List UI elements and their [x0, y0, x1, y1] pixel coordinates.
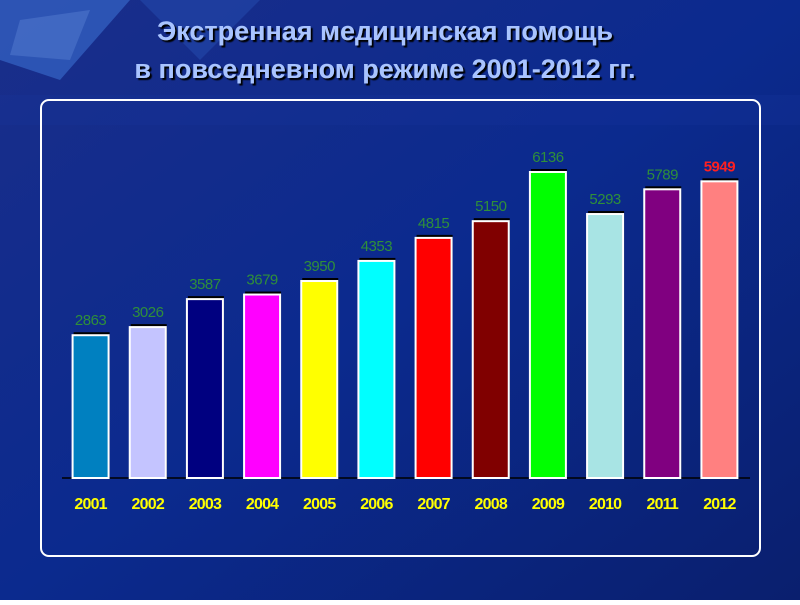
bar — [357, 259, 396, 479]
value-label: 3587 — [189, 276, 221, 293]
bar — [700, 180, 739, 479]
chart-title: Экстренная медицинская помощь — [157, 16, 613, 46]
bar — [528, 171, 567, 479]
value-label: 2863 — [75, 312, 107, 329]
value-label: 5949 — [704, 158, 736, 175]
x-tick-label: 2012 — [703, 496, 736, 513]
x-tick-label: 2009 — [532, 496, 565, 513]
x-tick-label: 2002 — [132, 496, 165, 513]
value-label: 3950 — [304, 258, 336, 275]
bar — [643, 188, 682, 480]
x-tick-label: 2005 — [303, 496, 336, 513]
value-label: 5293 — [589, 191, 621, 208]
x-tick-label: 2007 — [417, 496, 450, 513]
value-label: 3026 — [132, 304, 164, 321]
bar — [414, 236, 453, 479]
value-label: 4353 — [361, 238, 393, 255]
bar — [128, 326, 167, 479]
bar — [471, 220, 510, 479]
chart-frame — [40, 99, 761, 557]
value-label: 5150 — [475, 198, 507, 215]
x-tick-label: 2011 — [646, 496, 678, 513]
value-label: 6136 — [532, 149, 564, 166]
value-label: 4815 — [418, 215, 450, 232]
x-tick-label: 2001 — [74, 496, 107, 513]
x-tick-label: 2006 — [360, 496, 393, 513]
bar — [71, 334, 110, 479]
chart-title: в повседневном режиме 2001-2012 гг. — [134, 54, 635, 84]
value-label: 5789 — [647, 166, 679, 183]
x-tick-label: 2010 — [589, 496, 622, 513]
x-tick-label: 2004 — [246, 496, 279, 513]
x-tick-label: 2003 — [189, 496, 222, 513]
decoration — [0, 0, 800, 125]
bar — [185, 298, 224, 480]
bar — [300, 280, 339, 479]
bar — [243, 293, 282, 479]
value-label: 3679 — [246, 271, 278, 288]
x-tick-label: 2008 — [475, 496, 508, 513]
bar — [586, 213, 625, 479]
